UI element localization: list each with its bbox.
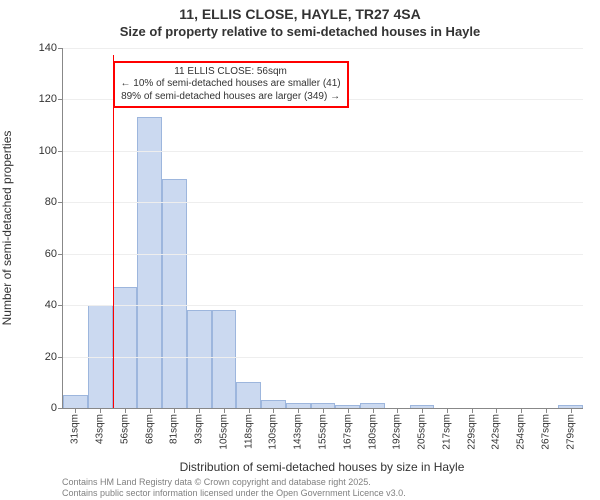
y-tick-label: 140 [39,42,57,54]
y-tick-mark [58,305,63,306]
y-tick-label: 100 [39,145,57,157]
y-tick-mark [58,48,63,49]
y-tick-mark [58,151,63,152]
y-tick-label: 60 [45,248,57,260]
x-tick-label: 167sqm [342,414,353,450]
attribution-line: Contains public sector information licen… [62,488,406,498]
x-tick-mark [323,408,324,413]
x-tick-mark [496,408,497,413]
annotation-line: 11 ELLIS CLOSE: 56sqm [121,66,341,79]
y-tick-label: 0 [51,402,57,414]
annotation-box: 11 ELLIS CLOSE: 56sqm← 10% of semi-detac… [113,61,349,109]
y-tick-mark [58,357,63,358]
x-tick-label: 68sqm [144,414,155,444]
x-axis-title: Distribution of semi-detached houses by … [62,460,582,474]
x-tick-mark [199,408,200,413]
y-tick-label: 40 [45,299,57,311]
x-tick-label: 217sqm [441,414,452,450]
y-tick-mark [58,99,63,100]
x-tick-label: 205sqm [417,414,428,450]
y-axis-title: Number of semi-detached properties [0,131,14,326]
y-tick-mark [58,254,63,255]
x-tick-label: 43sqm [95,414,106,444]
x-tick-mark [546,408,547,413]
x-tick-mark [100,408,101,413]
x-tick-label: 81sqm [169,414,180,444]
histogram-bar [261,400,286,408]
x-tick-label: 93sqm [194,414,205,444]
x-tick-label: 105sqm [218,414,229,450]
histogram-bar [63,395,88,408]
y-tick-label: 80 [45,196,57,208]
x-tick-label: 56sqm [119,414,130,444]
gridline [63,305,583,306]
x-tick-mark [224,408,225,413]
gridline [63,151,583,152]
x-tick-label: 180sqm [367,414,378,450]
x-tick-mark [348,408,349,413]
x-tick-label: 192sqm [392,414,403,450]
x-tick-mark [125,408,126,413]
histogram-bar [162,179,187,408]
x-tick-mark [472,408,473,413]
x-tick-mark [571,408,572,413]
x-tick-mark [447,408,448,413]
x-tick-mark [298,408,299,413]
gridline [63,202,583,203]
attribution-text: Contains HM Land Registry data © Crown c… [62,477,406,498]
histogram-bar [137,117,162,408]
annotation-line: 89% of semi-detached houses are larger (… [121,91,341,104]
histogram-bar [187,310,212,408]
y-tick-label: 20 [45,351,57,363]
gridline [63,48,583,49]
page-title: 11, ELLIS CLOSE, HAYLE, TR27 4SA [0,6,600,22]
x-tick-mark [75,408,76,413]
x-tick-mark [521,408,522,413]
x-tick-label: 155sqm [318,414,329,450]
marker-line [113,55,114,408]
x-tick-label: 229sqm [466,414,477,450]
x-tick-label: 31sqm [70,414,81,444]
chart-container: 11, ELLIS CLOSE, HAYLE, TR27 4SA Size of… [0,0,600,500]
histogram-bar [236,382,261,408]
attribution-line: Contains HM Land Registry data © Crown c… [62,477,406,487]
y-tick-mark [58,408,63,409]
x-tick-label: 242sqm [491,414,502,450]
plot-area: 02040608010012014031sqm43sqm56sqm68sqm81… [62,48,583,409]
x-tick-mark [422,408,423,413]
gridline [63,357,583,358]
x-tick-mark [397,408,398,413]
x-tick-mark [373,408,374,413]
x-tick-label: 267sqm [540,414,551,450]
annotation-line: ← 10% of semi-detached houses are smalle… [121,78,341,91]
gridline [63,254,583,255]
page-subtitle: Size of property relative to semi-detach… [0,24,600,39]
y-tick-mark [58,202,63,203]
y-tick-label: 120 [39,93,57,105]
x-tick-mark [249,408,250,413]
x-tick-mark [273,408,274,413]
x-tick-mark [150,408,151,413]
x-tick-label: 143sqm [293,414,304,450]
x-tick-label: 130sqm [268,414,279,450]
histogram-bar [212,310,237,408]
x-tick-mark [174,408,175,413]
x-tick-label: 118sqm [243,414,254,449]
x-tick-label: 279sqm [565,414,576,450]
x-tick-label: 254sqm [516,414,527,450]
